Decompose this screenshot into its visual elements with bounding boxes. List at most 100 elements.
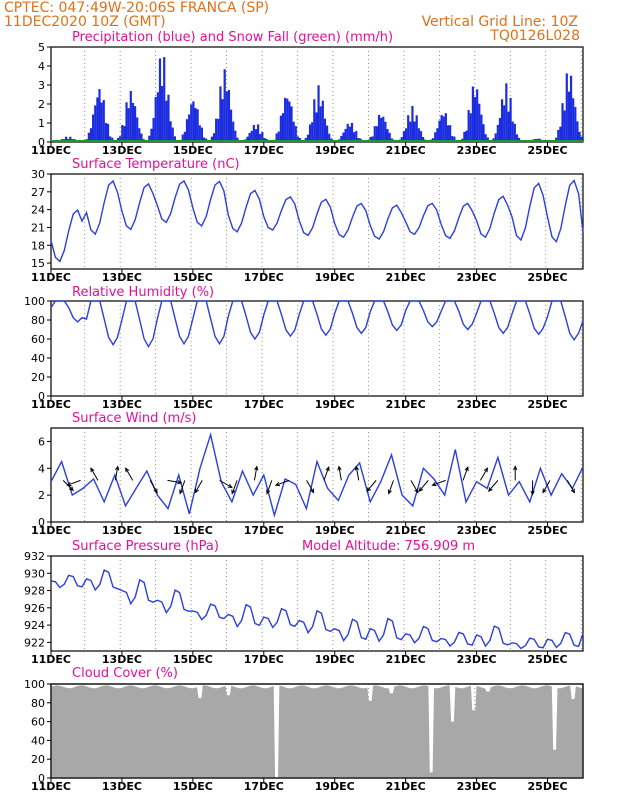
- precip-bar: [288, 101, 291, 142]
- precip-bar: [158, 58, 162, 142]
- precip-bar: [342, 132, 345, 142]
- precip-bar: [355, 131, 358, 142]
- precip-bar: [259, 133, 262, 142]
- model-altitude: Model Altitude: 756.909 m: [302, 539, 475, 554]
- humidity-panel-y-tick-label: 0: [38, 390, 45, 403]
- precip-bar: [277, 131, 280, 142]
- pressure-panel-y-tick-label: 928: [24, 585, 45, 598]
- precip-bar: [129, 90, 132, 142]
- temperature-panel-title: Surface Temperature (nC): [72, 157, 240, 172]
- precip-panel-title: Precipitation (blue) and Snow Fall (gree…: [72, 30, 393, 45]
- humidity-panel-x-tick-label: 15DEC: [173, 398, 213, 411]
- humidity-panel-x-tick-label: 19DEC: [315, 398, 355, 411]
- precip-bar: [438, 120, 441, 142]
- precip-bar: [125, 102, 128, 142]
- precip-panel-y-tick-label: 5: [38, 41, 45, 54]
- temperature-panel-y-tick-label: 30: [31, 168, 45, 181]
- precip-bar: [400, 137, 403, 142]
- precip-bar: [173, 136, 176, 142]
- pressure-panel-x-tick-label: 13DEC: [102, 653, 142, 666]
- wind-direction-arrow: [149, 480, 158, 494]
- precip-bar: [384, 121, 387, 142]
- temperature-panel-x-tick-label: 15DEC: [173, 271, 213, 284]
- wind-panel-y-tick-label: 4: [38, 462, 45, 475]
- precip-bar: [467, 110, 470, 142]
- precip-bar: [123, 126, 126, 142]
- precip-bar: [507, 111, 510, 142]
- humidity-panel-x-tick-label: 23DEC: [457, 398, 497, 411]
- humidity-series-line: [50, 300, 584, 349]
- humidity-panel-x-tick-label: 25DEC: [528, 398, 568, 411]
- wind-direction-arrow: [323, 466, 330, 481]
- precip-bar: [453, 136, 456, 142]
- grid-line-note: Vertical Grid Line: 10Z: [422, 14, 578, 30]
- cloud-panel-y-tick-label: 0: [38, 772, 45, 785]
- cloud-panel-x-tick-label: 25DEC: [528, 780, 568, 793]
- precip-bar: [323, 118, 327, 142]
- precip-bar: [471, 86, 475, 142]
- wind-direction-arrow: [194, 480, 203, 494]
- precip-bar: [212, 133, 216, 142]
- precip-bar: [377, 114, 381, 142]
- pressure-panel-title: Surface Pressure (hPa): [72, 539, 219, 554]
- wind-direction-arrow: [410, 480, 419, 494]
- precip-bar: [375, 126, 378, 142]
- wind-direction-arrow: [125, 467, 134, 481]
- precip-bar: [150, 128, 153, 142]
- humidity-panel-y-tick-label: 20: [31, 371, 45, 384]
- precip-bar: [96, 97, 99, 142]
- precip-panel: 11DEC 13DEC 15DEC 17DEC 19DEC 21DEC 23DEC 25DEC…: [31, 41, 584, 157]
- precip-panel-y-tick-label: 3: [38, 79, 45, 92]
- precip-bar: [404, 128, 408, 142]
- pressure-panel-y-tick-label: 924: [24, 619, 45, 632]
- precip-bar: [163, 57, 166, 142]
- model-code: TQ0126L028: [489, 28, 580, 44]
- precip-bar: [221, 99, 224, 142]
- wind-panel-x-tick-label: 23DEC: [457, 524, 497, 537]
- temperature-panel-x-tick-label: 21DEC: [386, 271, 426, 284]
- precip-bar: [580, 136, 583, 142]
- precip-bar: [557, 129, 560, 142]
- wind-panel-x-tick-label: 25DEC: [528, 524, 568, 537]
- precip-bar: [225, 91, 228, 142]
- precip-bar: [500, 99, 504, 142]
- precip-bar: [315, 112, 318, 142]
- precip-bar: [210, 136, 214, 142]
- wind-panel-x-tick-label: 13DEC: [102, 524, 142, 537]
- wind-direction-arrow: [274, 479, 290, 487]
- precip-bar: [373, 126, 376, 142]
- precip-bar: [344, 128, 347, 142]
- precip-bar: [136, 117, 139, 142]
- precip-bar: [513, 123, 516, 142]
- precip-bar: [446, 125, 450, 142]
- temperature-panel-x-tick-label: 23DEC: [457, 271, 497, 284]
- cloud-panel-x-tick-label: 21DEC: [386, 780, 426, 793]
- wind-direction-arrow: [337, 465, 342, 481]
- precip-bar: [89, 128, 93, 142]
- precip-bar: [565, 73, 568, 142]
- precip-panel-x-tick-label: 19DEC: [315, 144, 355, 157]
- precip-bar: [167, 94, 170, 142]
- precip-bar: [171, 127, 174, 142]
- precip-bar: [292, 121, 295, 142]
- wind-direction-arrow: [219, 479, 233, 488]
- pressure-panel-x-tick-label: 21DEC: [386, 653, 426, 666]
- precip-bar: [417, 128, 420, 142]
- cloud-panel-x-tick-label: 13DEC: [102, 780, 142, 793]
- precip-bar: [353, 132, 356, 142]
- precip-panel-y-tick-label: 0: [38, 136, 45, 149]
- precip-bar: [496, 124, 499, 142]
- run-date: 11DEC2020 10Z (GMT): [4, 14, 166, 30]
- precip-bar: [165, 100, 168, 142]
- cloud-panel-y-tick-label: 40: [31, 734, 45, 747]
- temperature-panel-y-tick-label: 18: [31, 239, 45, 252]
- precip-bar: [465, 130, 468, 142]
- pressure-series-line: [50, 569, 584, 650]
- precip-bar: [476, 89, 479, 142]
- cloud-panel-x-tick-label: 17DEC: [244, 780, 284, 793]
- precip-bar: [409, 121, 412, 142]
- precip-bar: [102, 100, 105, 142]
- precip-bar: [444, 113, 447, 142]
- wind-direction-arrow: [366, 480, 377, 492]
- cloud-panel-title: Cloud Cover (%): [72, 666, 178, 681]
